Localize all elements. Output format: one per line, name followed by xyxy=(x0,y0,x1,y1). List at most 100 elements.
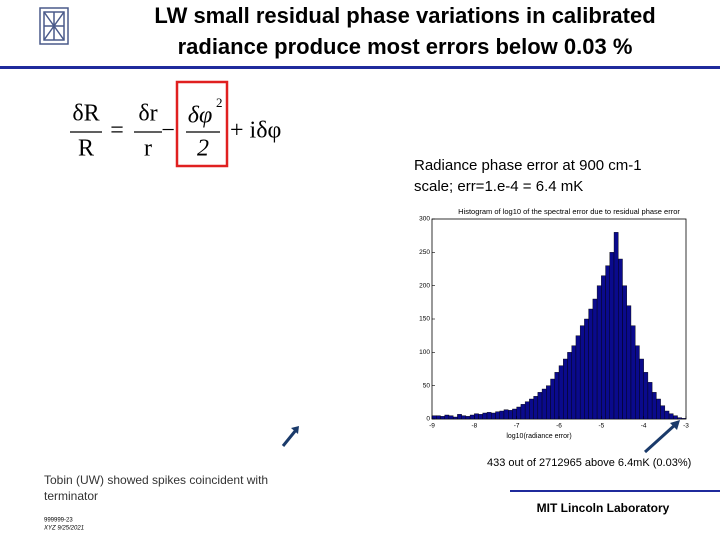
x-tick-label: -6 xyxy=(556,423,562,430)
x-tick-label: -9 xyxy=(429,423,435,430)
bar xyxy=(448,415,454,420)
chart-title: Histogram of log10 of the spectral error… xyxy=(458,207,680,216)
bar xyxy=(647,382,653,420)
bar xyxy=(639,358,644,420)
formula: δR R = δr r − δφ 2 2 + iδφ xyxy=(70,80,281,168)
bar xyxy=(495,411,500,420)
bar xyxy=(626,305,632,420)
bar xyxy=(630,325,636,420)
bar xyxy=(567,352,572,420)
bar xyxy=(516,406,522,420)
bar xyxy=(635,345,640,420)
bar xyxy=(622,285,627,420)
bar xyxy=(618,258,623,420)
bar xyxy=(575,335,581,420)
arrow xyxy=(281,429,298,447)
footer-rule xyxy=(510,490,720,492)
caption: Radiance phase error at 900 cm-1 xyxy=(414,157,642,174)
formula-part: + iδφ xyxy=(230,118,281,144)
arrow-head xyxy=(291,426,299,434)
histogram: Histogram of log10 of the spectral error… xyxy=(419,207,689,440)
bar xyxy=(465,416,471,420)
bar xyxy=(524,401,530,420)
bar xyxy=(681,418,687,420)
bar xyxy=(431,415,437,420)
formula-part: 2 xyxy=(197,136,209,162)
bar xyxy=(601,275,606,420)
bar xyxy=(537,392,543,420)
x-axis-label: log10(radiance error) xyxy=(506,433,571,440)
bar xyxy=(452,416,458,420)
formula-part: r xyxy=(144,136,152,162)
arrow xyxy=(643,422,678,454)
formula-part: δr xyxy=(138,101,157,127)
title-line: LW small residual phase variations in ca… xyxy=(154,3,655,28)
formula-part: 2 xyxy=(216,95,223,110)
y-tick-label: 50 xyxy=(423,382,431,389)
bar xyxy=(520,404,526,420)
title-line: radiance produce most errors below 0.03 … xyxy=(178,34,633,59)
bar xyxy=(486,412,492,420)
bar xyxy=(677,417,682,420)
bar xyxy=(588,308,594,420)
bar xyxy=(478,414,484,420)
bar xyxy=(541,388,547,420)
bar xyxy=(546,385,551,420)
formula-part: = xyxy=(110,118,124,144)
formula-part: δR xyxy=(72,101,99,127)
bar xyxy=(664,410,670,420)
y-tick-label: 100 xyxy=(419,349,430,356)
y-tick-label: 250 xyxy=(419,249,430,256)
bar xyxy=(651,392,657,420)
bar xyxy=(508,410,513,420)
bar xyxy=(579,325,585,420)
bar xyxy=(605,265,610,420)
bar xyxy=(592,298,598,420)
highlight-box xyxy=(175,80,229,168)
footer-lab: MIT Lincoln Laboratory xyxy=(537,501,670,515)
bar xyxy=(529,398,534,420)
formula-part: − xyxy=(161,118,175,144)
arrow-head xyxy=(670,420,680,430)
y-tick-label: 300 xyxy=(419,216,430,223)
bar xyxy=(482,412,488,420)
y-tick-label: 150 xyxy=(419,316,430,323)
title-rule xyxy=(0,66,720,69)
bar xyxy=(596,285,602,420)
caption: scale; err=1.e-4 = 6.4 mK xyxy=(414,178,583,195)
bar xyxy=(584,318,589,420)
bar xyxy=(499,410,505,420)
note: 433 out of 2712965 above 6.4mK (0.03%) xyxy=(487,457,691,469)
bar xyxy=(613,232,619,420)
x-tick-label: -8 xyxy=(471,423,477,430)
note: Tobin (UW) showed spikes coincident with xyxy=(44,473,268,487)
bar xyxy=(533,396,539,420)
bar xyxy=(461,415,467,420)
note: terminator xyxy=(44,489,98,503)
bar xyxy=(550,378,555,420)
logo xyxy=(39,7,69,45)
x-tick-label: -7 xyxy=(514,423,520,430)
bar xyxy=(643,372,649,420)
formula-part: δφ xyxy=(188,103,212,129)
bar xyxy=(668,413,674,420)
bar xyxy=(656,398,661,420)
y-tick-label: 0 xyxy=(426,416,430,423)
bar xyxy=(554,372,560,420)
bar xyxy=(558,365,564,420)
x-tick-label: -5 xyxy=(598,423,604,430)
bar xyxy=(436,415,441,420)
y-tick-label: 200 xyxy=(419,282,430,289)
bar xyxy=(474,413,479,420)
footer-id: 999999-23 xyxy=(44,518,73,524)
footer-date: XYZ 9/25/2021 xyxy=(43,526,84,532)
bar xyxy=(673,415,678,420)
bar xyxy=(512,408,517,420)
x-tick-label: -3 xyxy=(683,423,689,430)
bar xyxy=(503,409,509,420)
x-tick-label: -4 xyxy=(641,423,647,430)
bar xyxy=(469,414,475,420)
bar xyxy=(571,345,577,420)
bar xyxy=(660,405,666,420)
